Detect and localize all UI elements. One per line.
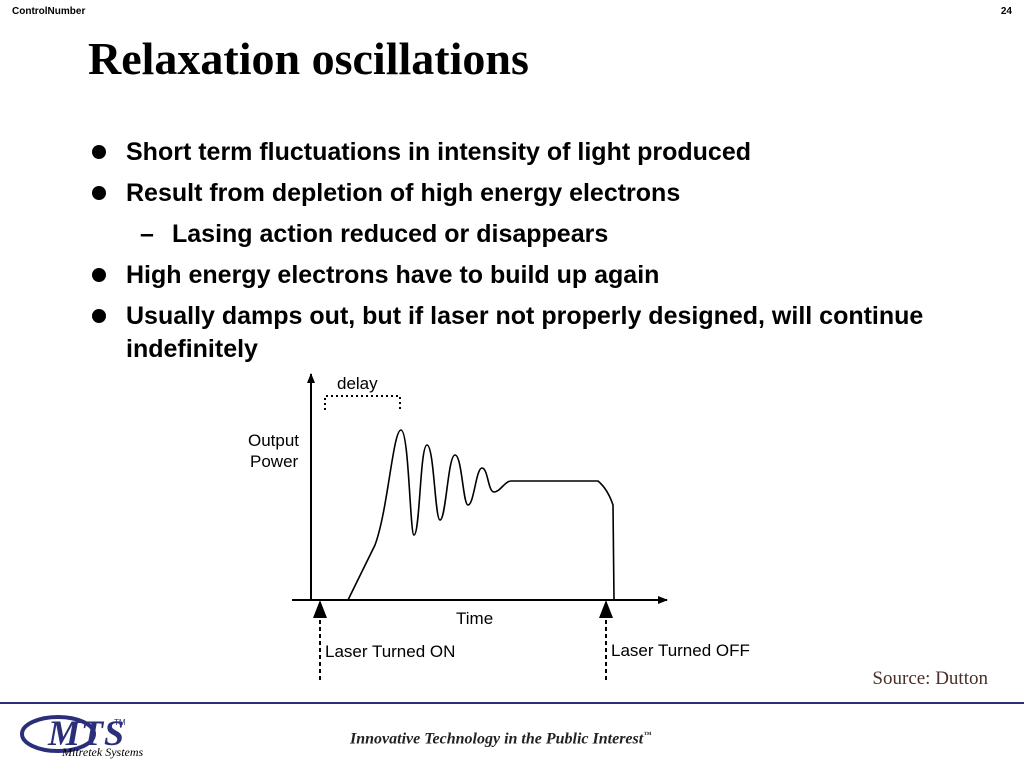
sub-bullet-item: – Lasing action reduced or disappears <box>90 218 950 251</box>
mts-logo: MTS <box>48 713 126 753</box>
bullet-item: Result from depletion of high energy ele… <box>90 177 950 210</box>
bullet-dot-icon <box>92 186 106 200</box>
bullet-item: High energy electrons have to build up a… <box>90 259 950 292</box>
bullet-list: Short term fluctuations in intensity of … <box>90 136 950 374</box>
bullet-text: High energy electrons have to build up a… <box>126 261 660 289</box>
output-power-curve <box>347 429 615 601</box>
bullet-dot-icon <box>92 145 106 159</box>
footer-tagline: Innovative Technology in the Public Inte… <box>350 730 651 748</box>
bullet-text: Lasing action reduced or disappears <box>172 220 609 248</box>
x-axis-label: Time <box>456 609 493 628</box>
bullet-dot-icon <box>92 268 106 282</box>
y-axis-label-line2: Power <box>250 452 299 471</box>
delay-bracket <box>324 395 401 410</box>
bullet-item: Usually damps out, but if laser not prop… <box>90 300 950 366</box>
delay-label: delay <box>337 374 378 393</box>
source-citation: Source: Dutton <box>872 668 988 689</box>
tagline-trademark: ™ <box>643 730 652 739</box>
bullet-text: Short term fluctuations in intensity of … <box>126 138 751 166</box>
page-number: 24 <box>1000 6 1012 17</box>
laser-on-arrowhead-icon <box>313 600 327 618</box>
y-axis-label-line1: Output <box>248 431 299 450</box>
mts-logo-swoosh-icon <box>20 715 96 753</box>
laser-off-label: Laser Turned OFF <box>611 641 750 660</box>
logo-company-name: Mitretek Systems <box>62 745 144 759</box>
logo-trademark: TM <box>114 718 126 727</box>
relaxation-oscillation-figure: delay Output Power Time Laser Turned ON … <box>248 373 750 680</box>
laser-off-arrowhead-icon <box>599 600 613 618</box>
laser-on-label: Laser Turned ON <box>325 642 455 661</box>
slide-title: Relaxation oscillations <box>88 33 529 84</box>
bullet-text: Result from depletion of high energy ele… <box>126 179 681 207</box>
bullet-text: Usually damps out, but if laser not prop… <box>126 302 924 363</box>
dash-icon: – <box>140 220 154 248</box>
tagline-text: Innovative Technology in the Public Inte… <box>350 730 644 748</box>
bullet-dot-icon <box>92 309 106 323</box>
bullet-item: Short term fluctuations in intensity of … <box>90 136 950 169</box>
footer-divider <box>0 702 1024 704</box>
control-number: ControlNumber <box>12 6 86 17</box>
